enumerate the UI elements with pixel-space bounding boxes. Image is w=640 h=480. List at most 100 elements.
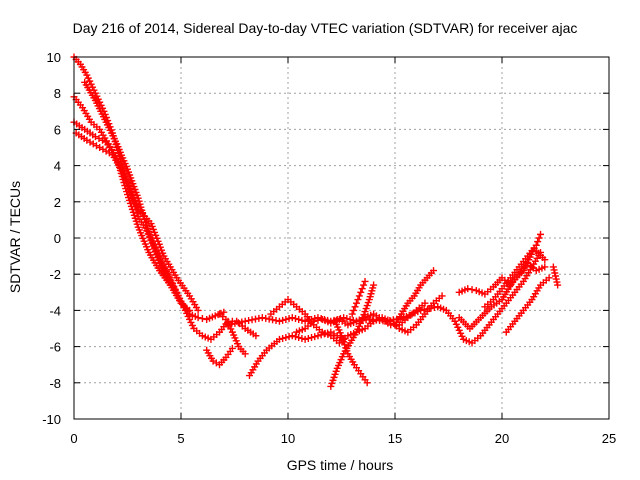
data-point [279, 334, 287, 342]
data-point [227, 325, 235, 333]
data-point [314, 332, 322, 340]
series-arc-13 [331, 317, 371, 387]
data-point [545, 274, 553, 282]
series-arc-14 [348, 277, 369, 318]
data-point [298, 334, 306, 342]
y-axis-label: SDTVAR / TECUs [7, 181, 23, 293]
x-tick-label: 25 [602, 431, 616, 446]
data-point [245, 317, 253, 325]
data-point [534, 238, 542, 246]
data-point [535, 234, 543, 242]
data-point [308, 334, 316, 342]
y-tick-label: -6 [49, 340, 61, 355]
data-point [354, 296, 362, 304]
x-tick-label: 20 [495, 431, 509, 446]
data-point [288, 314, 296, 322]
data-point [275, 317, 283, 325]
data-point [269, 316, 277, 324]
series-arc-15 [391, 267, 438, 329]
data-point [554, 281, 562, 289]
series-arc-20 [481, 230, 545, 311]
data-point [265, 315, 273, 323]
data-point [198, 315, 206, 323]
y-axis-ticks: 10 8 6 4 2 0 -2 -4 -6 -8 -10 [42, 50, 609, 427]
data-point [541, 263, 549, 271]
data-point [285, 333, 293, 341]
data-point [285, 315, 293, 323]
data-point [272, 317, 280, 325]
data-point [194, 314, 202, 322]
data-point [295, 334, 303, 342]
data-point [310, 317, 318, 325]
chart-title: Day 216 of 2014, Sidereal Day-to-day VTE… [73, 20, 578, 36]
data-point [340, 314, 348, 322]
data-point [351, 303, 359, 311]
x-tick-label: 10 [281, 431, 295, 446]
data-point [350, 306, 358, 314]
data-point [301, 335, 309, 343]
data-point [251, 315, 259, 323]
data-point [468, 286, 476, 294]
data-point [358, 285, 366, 293]
x-tick-label: 15 [388, 431, 402, 446]
data-point [166, 281, 174, 289]
y-tick-label: 10 [47, 50, 61, 65]
data-point [228, 344, 236, 352]
data-point [361, 277, 369, 285]
series-arc-5 [81, 78, 174, 289]
data-point [295, 315, 303, 323]
data-point [288, 332, 296, 340]
series-arc-19 [502, 274, 553, 336]
series-arc-18 [455, 245, 549, 332]
series-arc-6 [203, 344, 236, 369]
data-point [222, 315, 230, 323]
data-point [224, 321, 232, 329]
data-point [537, 230, 545, 238]
data-point [91, 133, 99, 141]
data-point [220, 308, 228, 316]
y-tick-label: 6 [54, 122, 61, 137]
data-point [348, 310, 356, 318]
data-point [360, 281, 368, 289]
data-point [231, 319, 239, 327]
data-point [370, 281, 378, 289]
data-point [248, 316, 256, 324]
data-point [355, 292, 363, 300]
data-point [438, 292, 446, 300]
data-point [298, 316, 306, 324]
data-point [262, 314, 270, 322]
data-point [186, 306, 194, 314]
data-point [255, 314, 263, 322]
y-tick-label: 0 [54, 231, 61, 246]
data-point [346, 315, 354, 323]
data-point [95, 134, 103, 142]
data-point [352, 299, 360, 307]
y-tick-label: -4 [49, 303, 61, 318]
data-point [234, 319, 242, 327]
data-point [241, 317, 249, 325]
y-tick-label: 4 [54, 159, 61, 174]
data-points [70, 53, 562, 390]
y-tick-label: -10 [42, 412, 61, 427]
y-tick-label: -2 [49, 267, 61, 282]
data-point [421, 299, 429, 307]
y-tick-label: 8 [54, 86, 61, 101]
data-point [311, 333, 319, 341]
y-tick-label: 2 [54, 195, 61, 210]
data-point [314, 316, 322, 324]
data-point [541, 256, 549, 264]
data-point [228, 320, 236, 328]
data-point [291, 315, 299, 323]
data-point [464, 285, 472, 293]
data-point [279, 316, 287, 324]
series-arc-12 [327, 281, 378, 390]
data-point [241, 350, 249, 358]
data-point [532, 241, 540, 249]
data-point [304, 334, 312, 342]
data-point [252, 332, 260, 340]
data-point [282, 315, 290, 323]
data-point [258, 314, 266, 322]
data-point [357, 288, 365, 296]
